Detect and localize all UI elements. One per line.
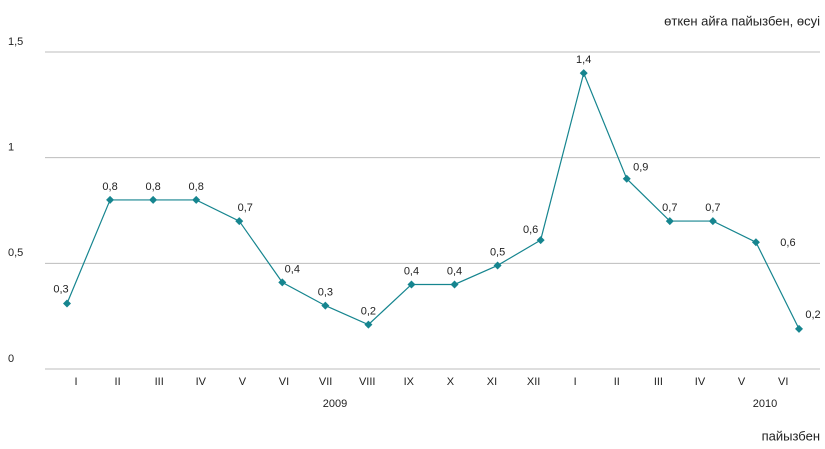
data-label: 0,8: [102, 181, 117, 193]
data-label: 0,8: [145, 181, 160, 193]
data-label: 0,5: [490, 246, 505, 258]
footnote: пайызбен: [762, 428, 820, 443]
marker: [364, 320, 373, 329]
x-tick-label: XI: [487, 376, 497, 388]
chart-title: өткен айға пайызбен, өсуі: [664, 13, 820, 28]
marker: [192, 195, 201, 204]
line: [66, 71, 800, 330]
x-tick-label: IV: [196, 376, 207, 388]
marker: [149, 195, 158, 204]
marker: [579, 69, 588, 78]
x-tick-label: VI: [279, 376, 289, 388]
data-label: 0,8: [189, 181, 204, 193]
x-tick-label: I: [574, 376, 577, 388]
x-tick-label: VI: [778, 376, 788, 388]
y-tick-label: 0,5: [8, 247, 23, 259]
marker: [751, 238, 760, 247]
x-tick-label: II: [614, 376, 620, 388]
data-label: 0,4: [285, 263, 300, 275]
data-label: 0,6: [523, 224, 538, 236]
data-label: 0,2: [361, 306, 376, 318]
marker: [493, 261, 502, 270]
x-tick-label: XII: [527, 376, 540, 388]
marker: [536, 236, 545, 245]
x-tick-label: III: [155, 376, 164, 388]
year-label: 2010: [753, 398, 777, 410]
data-label: 0,7: [238, 202, 253, 214]
marker: [278, 278, 287, 287]
y-tick-label: 0: [8, 353, 14, 365]
data-label: 0,7: [662, 202, 677, 214]
data-label: 0,4: [447, 265, 462, 277]
data-label: 0,6: [780, 237, 795, 249]
marker: [708, 217, 717, 226]
year-label: 2009: [323, 398, 347, 410]
x-tick-label: VIII: [359, 376, 376, 388]
x-tick-label: IX: [404, 376, 415, 388]
y-tick-label: 1: [8, 142, 14, 154]
x-tick-label: I: [74, 376, 77, 388]
data-label: 0,7: [705, 202, 720, 214]
x-tick-label: III: [654, 376, 663, 388]
x-tick-label: X: [447, 376, 455, 388]
data-label: 0,3: [53, 283, 68, 295]
marker: [63, 299, 71, 308]
marker: [450, 280, 459, 289]
data-label: 0,3: [318, 287, 333, 299]
data-label: 0,2: [805, 309, 820, 321]
marker: [795, 324, 803, 333]
x-tick-label: II: [115, 376, 121, 388]
y-tick-label: 1,5: [8, 36, 23, 48]
data-label: 0,4: [404, 265, 419, 277]
marker: [235, 217, 244, 226]
data-label: 1,4: [576, 54, 591, 66]
marker: [665, 217, 674, 226]
marker: [106, 195, 115, 204]
x-tick-label: V: [239, 376, 247, 388]
x-tick-label: V: [738, 376, 746, 388]
marker: [321, 301, 330, 310]
marker: [407, 280, 416, 289]
marker: [622, 174, 631, 183]
x-tick-label: VII: [319, 376, 332, 388]
x-tick-label: IV: [695, 376, 706, 388]
data-label: 0,9: [633, 162, 648, 174]
